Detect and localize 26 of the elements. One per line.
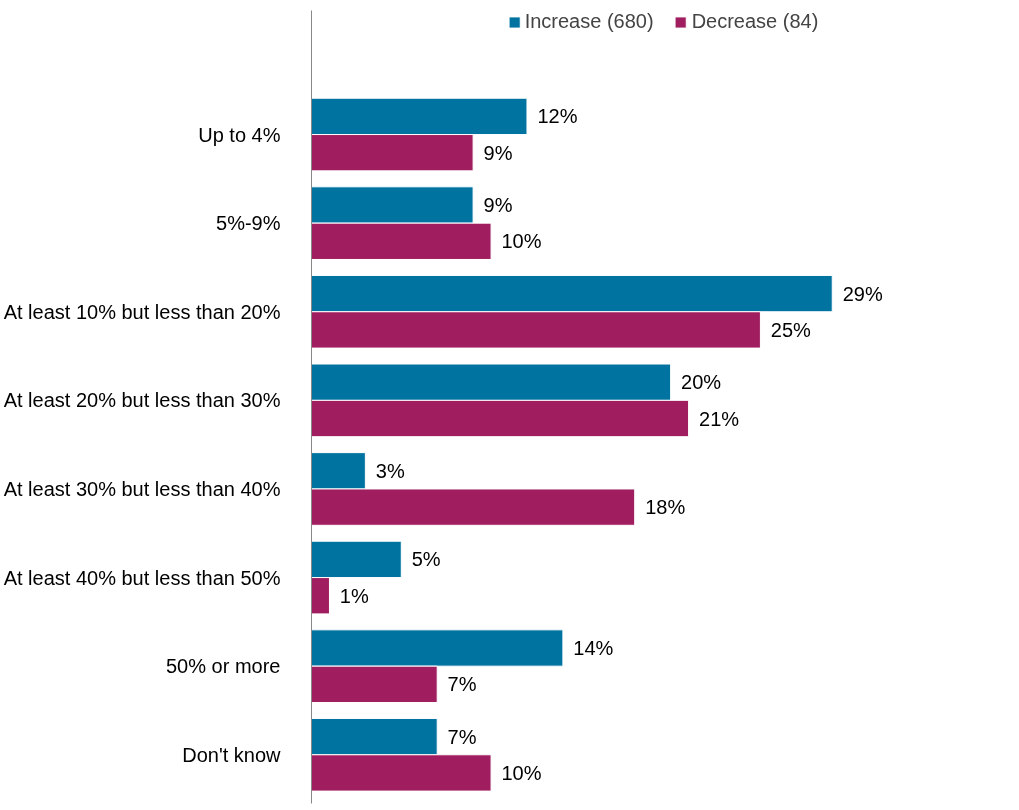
legend-label: Decrease (84) <box>691 10 819 33</box>
data-label: 12% <box>537 105 578 128</box>
data-label: 7% <box>447 673 477 696</box>
data-label: 21% <box>699 407 740 430</box>
data-label: 29% <box>842 282 883 305</box>
data-label: 5% <box>411 548 441 571</box>
y-tick-label: At least 20% but less than 30% <box>3 389 281 412</box>
y-tick-label: 50% or more <box>166 655 281 678</box>
y-tick-label: Up to 4% <box>198 123 281 146</box>
data-label: 9% <box>483 193 513 216</box>
data-label: 9% <box>483 141 513 164</box>
data-label: 7% <box>447 725 477 748</box>
data-label: 10% <box>501 761 542 784</box>
y-tick-label: At least 40% but less than 50% <box>3 566 281 589</box>
y-tick-label: At least 30% but less than 40% <box>3 477 281 500</box>
data-label: 1% <box>339 584 369 607</box>
y-tick-label: At least 10% but less than 20% <box>3 300 281 323</box>
y-tick-label: Don't know <box>182 743 282 766</box>
data-label: 18% <box>645 496 686 519</box>
data-label: 3% <box>375 459 405 482</box>
data-label: 10% <box>501 230 542 253</box>
y-tick-label: 5%-9% <box>216 212 281 235</box>
data-label: 20% <box>681 371 722 394</box>
data-label: 25% <box>770 318 812 341</box>
data-label: 14% <box>573 637 614 659</box>
legend-label: Increase (680) <box>524 10 654 33</box>
